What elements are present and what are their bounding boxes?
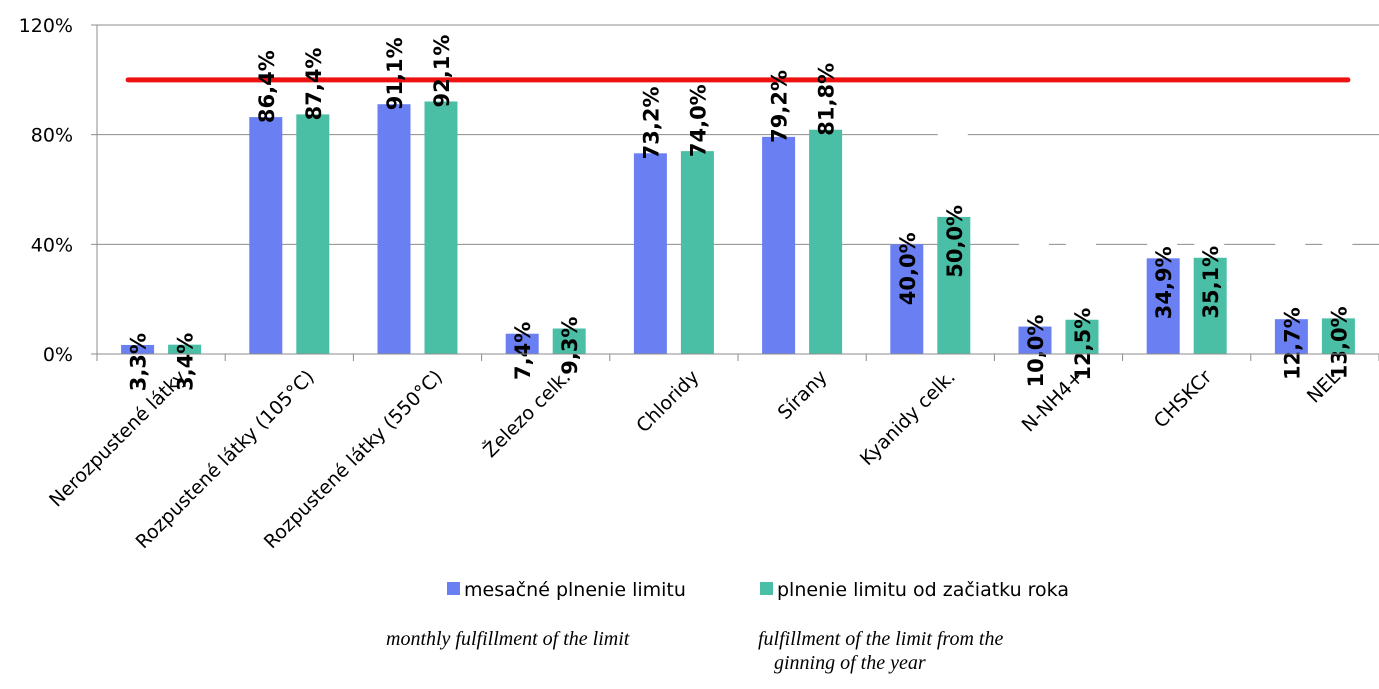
bar-ytd [937, 216, 971, 354]
bars-layer [121, 77, 1355, 355]
data-label-background [553, 254, 584, 321]
data-label-background [1147, 169, 1178, 251]
bar-ytd [1065, 319, 1099, 354]
category-label: Nerozpustené látky [45, 366, 190, 511]
data-label: 13,0% [1327, 306, 1351, 379]
bar-monthly [1018, 326, 1052, 354]
note-ytd-line1: fulfillment of the limit from the [758, 628, 1004, 650]
bar-ytd [168, 344, 202, 354]
data-label: 87,4% [302, 48, 326, 121]
data-label: 9,3% [558, 317, 582, 375]
bar-ytd [552, 328, 586, 354]
bar-monthly [1146, 258, 1180, 354]
category-label: Sírany [774, 366, 832, 424]
legend-swatch-ytd [760, 582, 773, 595]
data-label: 35,1% [1199, 246, 1223, 319]
data-label: 73,2% [639, 86, 663, 159]
data-label: 92,1% [430, 35, 454, 108]
category-label: Chloridy [632, 366, 703, 437]
legend-label-monthly: mesačné plnenie limitu [464, 579, 686, 601]
data-label: 12,5% [1071, 308, 1095, 381]
legend: mesačné plnenie limitu plnenie limitu od … [447, 579, 1069, 601]
bar-monthly [633, 153, 667, 354]
y-tick-label: 40% [31, 234, 73, 256]
data-label: 50,0% [943, 205, 967, 278]
data-label-background [1275, 230, 1306, 312]
data-label-background [937, 128, 968, 209]
data-label-background [1066, 230, 1096, 312]
data-label: 7,4% [511, 322, 535, 380]
data-label: 34,9% [1152, 246, 1176, 319]
data-label: 40,0% [896, 232, 920, 305]
y-tick-label: 120% [19, 15, 73, 37]
y-tick-label: 80% [31, 125, 73, 147]
grid-layer [97, 24, 1379, 245]
data-label-background [890, 155, 921, 237]
note-ytd-line2: ginning of the year [774, 652, 926, 674]
bar-monthly [249, 117, 283, 355]
bar-ytd [1193, 257, 1227, 354]
data-label: 91,1% [383, 37, 407, 110]
bar-monthly [121, 344, 155, 354]
bar-monthly [505, 333, 539, 354]
bar-monthly [1274, 319, 1308, 354]
data-label-background [506, 259, 537, 326]
note-monthly: monthly fulfillment of the limit [386, 628, 630, 650]
data-label: 81,8% [815, 63, 839, 136]
data-label: 86,4% [255, 50, 279, 123]
data-label-background [1019, 237, 1049, 319]
data-label: 3,4% [174, 333, 198, 391]
bar-monthly [762, 136, 796, 354]
note-ytd: fulfillment of the limit from the ginnin… [758, 627, 1003, 675]
category-label: Kyanidy celk. [856, 366, 960, 470]
data-label: 79,2% [768, 70, 792, 143]
data-label-background [168, 270, 199, 337]
bar-ytd [1321, 318, 1355, 354]
category-label: CHSKCr [1150, 366, 1217, 433]
data-label-background [121, 270, 152, 337]
bar-ytd [296, 114, 330, 355]
bar-ytd [680, 151, 714, 354]
data-labels-layer: 3,3% 3,4% 86,4% 87,4% 91,1% 92,1% 7,4% 9,3% 73,2… [121, 35, 1353, 391]
bar-monthly [890, 244, 924, 354]
data-label-background [1322, 229, 1353, 311]
data-label: 74,0% [686, 84, 710, 157]
data-label: 10,0% [1024, 315, 1048, 388]
bar-ytd [809, 129, 843, 354]
legend-label-ytd: plnenie limitu od začiatku roka [777, 579, 1069, 601]
y-tick-label: 0% [43, 344, 73, 366]
bar-monthly [377, 104, 411, 355]
data-label-background [1194, 168, 1225, 250]
bar-ytd [424, 101, 458, 355]
legend-swatch-monthly [447, 582, 460, 595]
data-label: 12,7% [1280, 307, 1304, 380]
data-label: 3,3% [127, 333, 151, 391]
